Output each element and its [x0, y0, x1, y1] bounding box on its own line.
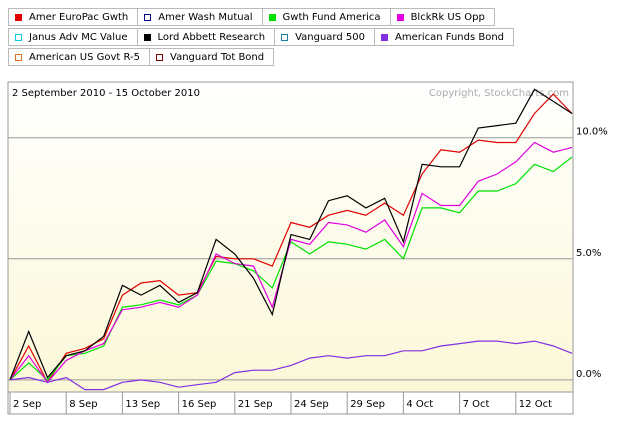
legend-swatch [143, 33, 151, 41]
x-tick-label: 13 Sep [125, 399, 160, 410]
legend-label: Janus Adv MC Value [29, 31, 128, 43]
legend-item[interactable]: Vanguard Tot Bond [149, 48, 275, 66]
legend-swatch [380, 33, 388, 41]
x-tick-label: 21 Sep [238, 399, 273, 410]
legend-label: Vanguard 500 [295, 31, 365, 43]
x-tick-label: 12 Oct [519, 399, 552, 410]
series-line [9, 340, 573, 391]
legend-item[interactable]: Gwth Fund America [261, 8, 391, 26]
series-line [9, 156, 573, 381]
x-tick-label: 24 Sep [294, 399, 329, 410]
y-tick-label: 10.0% [576, 127, 608, 138]
legend-swatch [15, 13, 22, 21]
series-line [9, 141, 573, 384]
legend-label: Lord Abbett Research [157, 31, 266, 43]
legend-item[interactable]: BlckRk US Opp [389, 8, 495, 26]
legend-swatch [15, 53, 22, 61]
x-tick-label: 8 Sep [69, 399, 97, 410]
legend-swatch [156, 53, 164, 61]
y-tick-label: 0.0% [576, 369, 601, 380]
legend-swatch [15, 33, 22, 41]
legend-label: American Funds Bond [394, 31, 505, 43]
legend-item[interactable]: Janus Adv MC Value [8, 28, 138, 46]
date-range: 2 September 2010 - 15 October 2010 [12, 88, 200, 99]
legend-label: BlckRk US Opp [410, 11, 485, 23]
legend-item[interactable]: American US Govt R-5 [8, 48, 151, 66]
legend-label: Gwth Fund America [282, 11, 381, 23]
legend-item[interactable]: American Funds Bond [373, 28, 515, 46]
legend-label: Amer EuroPac Gwth [29, 11, 129, 23]
legend-label: Vanguard Tot Bond [170, 51, 265, 63]
legend: Amer EuroPac Gwth Amer Wash Mutual Gwth Fu… [8, 8, 612, 66]
x-tick-label: 29 Sep [350, 399, 385, 410]
legend-item[interactable]: Amer Wash Mutual [137, 8, 263, 26]
x-tick-label: 7 Oct [463, 399, 490, 410]
legend-swatch [268, 13, 276, 21]
legend-label: Amer Wash Mutual [158, 11, 253, 23]
x-tick-label: 2 Sep [13, 399, 41, 410]
series-line [9, 88, 573, 381]
x-tick-label: 16 Sep [182, 399, 217, 410]
legend-item[interactable]: Amer EuroPac Gwth [8, 8, 139, 26]
y-tick-label: 5.0% [576, 248, 601, 259]
legend-swatch [396, 13, 404, 21]
copyright: Copyright, StockCharts.com [429, 88, 569, 99]
legend-item[interactable]: Lord Abbett Research [136, 28, 276, 46]
legend-label: American US Govt R-5 [29, 51, 141, 63]
x-tick-label: 4 Oct [406, 399, 433, 410]
legend-swatch [281, 33, 289, 41]
series-line [9, 93, 573, 384]
legend-swatch [144, 13, 152, 21]
